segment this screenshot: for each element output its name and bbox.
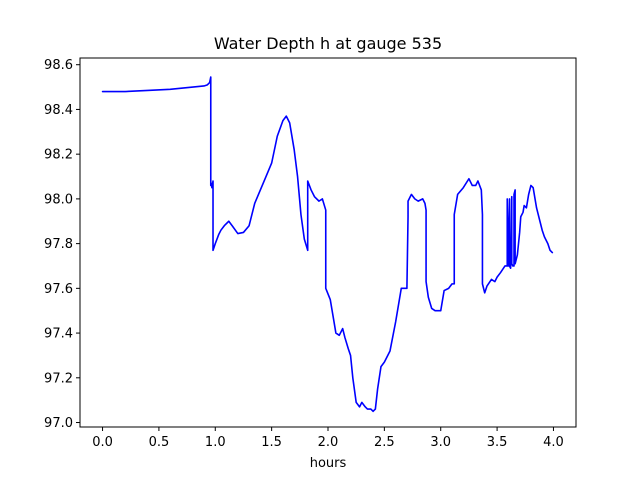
x-tick-label: 0.0 — [92, 435, 113, 450]
y-tick-label: 97.0 — [44, 416, 73, 431]
y-tick-label: 98.2 — [44, 148, 73, 163]
x-axis-title: hours — [310, 456, 347, 471]
y-tick-label: 98.0 — [44, 192, 73, 207]
x-tick-label: 2.5 — [374, 435, 395, 450]
chart-title: Water Depth h at gauge 535 — [214, 34, 442, 53]
x-tick-label: 3.5 — [487, 435, 508, 450]
y-tick-label: 97.4 — [44, 327, 73, 342]
y-tick-label: 97.6 — [44, 282, 73, 297]
y-tick-label: 98.6 — [44, 58, 73, 73]
x-tick-label: 2.0 — [318, 435, 339, 450]
x-tick-label: 0.5 — [149, 435, 170, 450]
y-tick-label: 97.8 — [44, 237, 73, 252]
x-tick-label: 1.5 — [261, 435, 282, 450]
x-tick-label: 4.0 — [543, 435, 564, 450]
plot-area: 0.0 0.5 1.0 1.5 2.0 2.5 3.0 3.5 4.0 97.0 97.2 97.4 9… — [44, 57, 577, 450]
x-tick-label: 3.0 — [430, 435, 451, 450]
series-line-0 — [101, 76, 554, 413]
y-tick-label: 97.2 — [44, 371, 73, 386]
y-tick-label: 98.4 — [44, 103, 73, 118]
x-tick-label: 1.0 — [205, 435, 226, 450]
